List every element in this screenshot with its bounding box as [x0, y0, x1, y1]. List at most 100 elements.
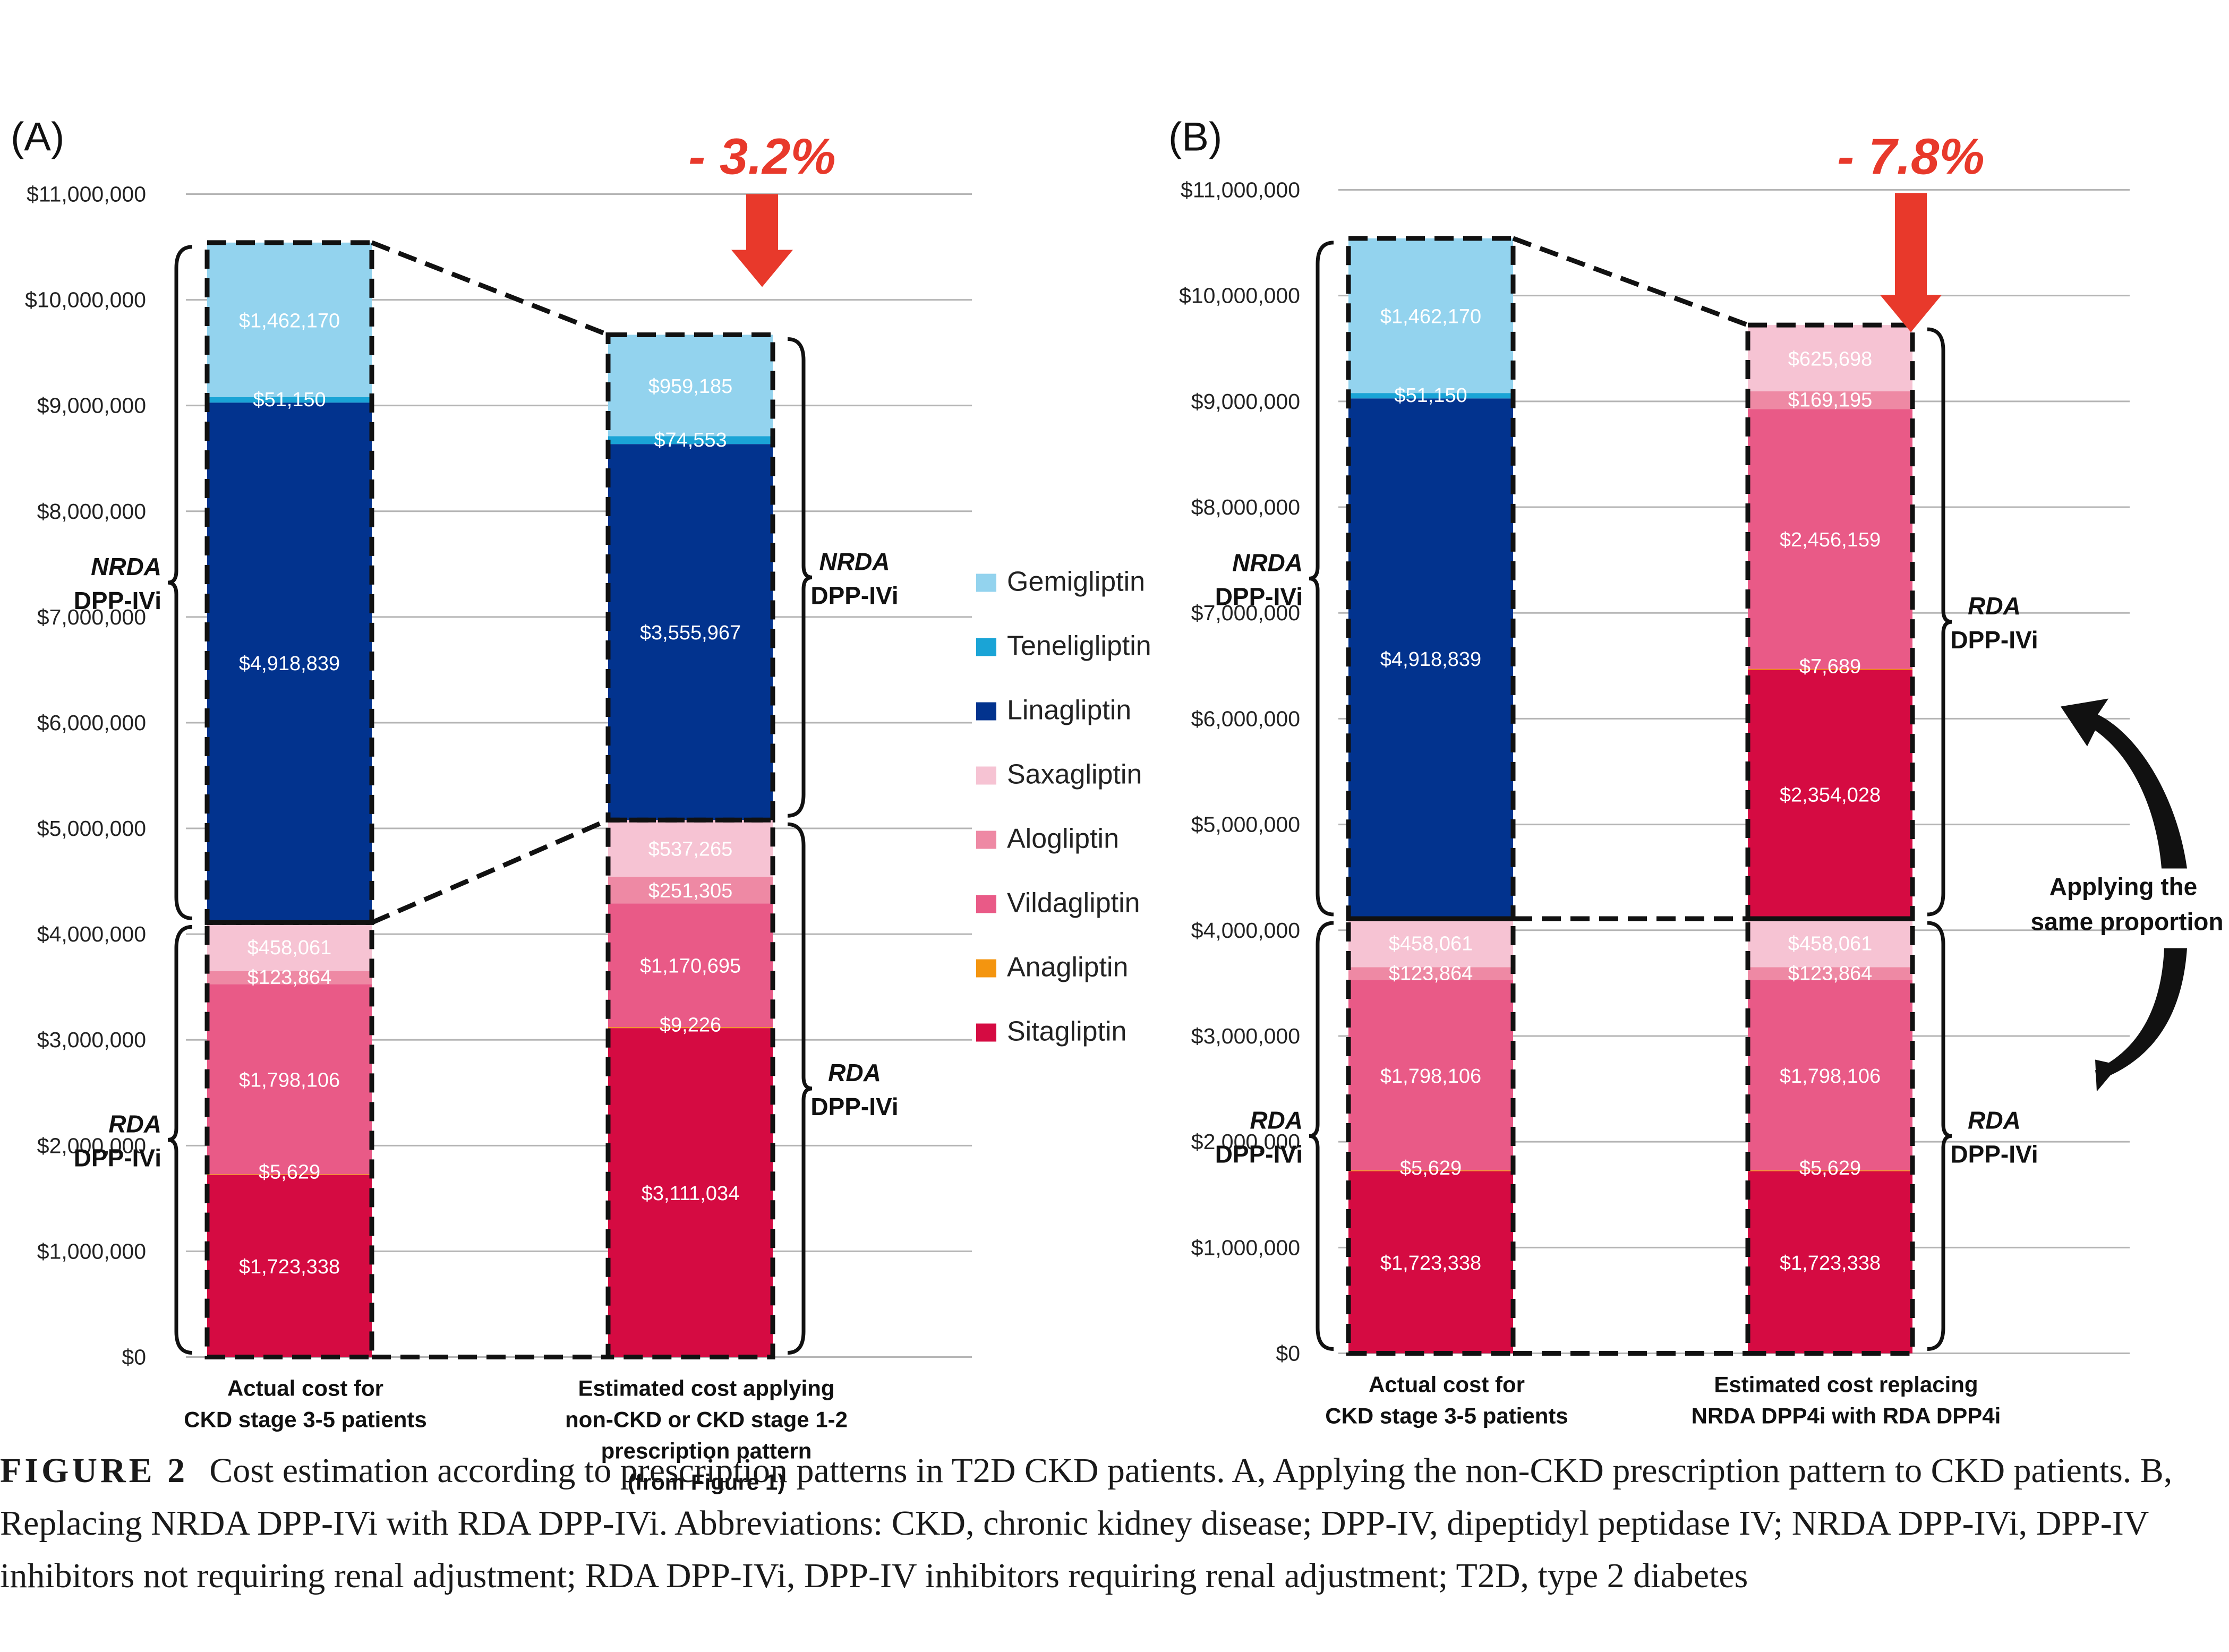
data-label: $5,629 [1799, 1157, 1861, 1179]
legend-label: Sitagliptin [1007, 1016, 1126, 1047]
y-tick-label: $3,000,000 [1191, 1024, 1300, 1048]
legend-swatch-gemigliptin [976, 574, 996, 592]
data-label: $5,629 [259, 1161, 320, 1183]
group-outline [1745, 916, 1915, 1356]
data-label: $169,195 [1788, 389, 1873, 412]
y-tick-label: $7,000,000 [37, 605, 146, 629]
y-tick-label: $1,000,000 [37, 1239, 146, 1263]
group-outline [1745, 322, 1915, 921]
y-tick-label: $8,000,000 [1191, 495, 1300, 519]
data-label: $1,798,106 [1380, 1065, 1481, 1088]
data-label: $51,150 [1394, 384, 1467, 407]
data-label: $1,462,170 [239, 310, 340, 332]
data-label: $74,553 [654, 429, 727, 451]
bar-segment-alogliptin [1748, 391, 1912, 409]
category-label: non-CKD or CKD stage 1-2 [565, 1407, 848, 1432]
group-outline [204, 240, 374, 925]
bar-segment-vildagliptin [1748, 409, 1912, 669]
connector-line [371, 818, 609, 925]
legend-swatch-anagliptin [976, 959, 996, 978]
figure-caption: FIGURE 2 Cost estimation according to pre… [0, 1444, 2229, 1646]
curved-arrow-down [2095, 948, 2187, 1081]
data-label: $7,689 [1799, 656, 1861, 678]
group-label-class: DPP-IVi [74, 1144, 161, 1171]
data-label: $1,798,106 [1780, 1065, 1881, 1088]
category-label: Actual cost for [1369, 1372, 1525, 1397]
data-label: $1,723,338 [1380, 1252, 1481, 1274]
data-label: $1,462,170 [1380, 306, 1481, 328]
bar-segment-sitagliptin [608, 1028, 773, 1357]
category-label: CKD stage 3-5 patients [1325, 1403, 1568, 1428]
legend-label: Linagliptin [1007, 695, 1131, 726]
group-outline [605, 332, 775, 823]
curved-arrow-up [2061, 698, 2187, 869]
group-label-type: RDA [1968, 592, 2021, 620]
bar-segment-alogliptin [1748, 967, 1912, 980]
group-outline [605, 817, 775, 1359]
y-tick-label: $11,000,000 [1181, 178, 1300, 202]
category-label: prescription pattern [601, 1439, 812, 1463]
reduction-arrow [731, 194, 793, 287]
group-brace [787, 822, 813, 1355]
group-label-class: DPP-IVi [1950, 626, 2038, 654]
y-tick-label: $3,000,000 [37, 1028, 146, 1052]
data-label: $458,061 [247, 937, 332, 959]
data-label: $123,864 [1389, 963, 1473, 985]
bar-segment-gemigliptin [207, 242, 372, 397]
y-tick-label: $9,000,000 [37, 393, 146, 418]
group-brace [1927, 327, 1952, 917]
category-label: NRDA DPP4i with RDA DPP4i [1692, 1403, 2001, 1428]
legend-label: Vildagliptin [1007, 888, 1140, 919]
data-label: $2,456,159 [1780, 529, 1881, 551]
y-tick-label: $6,000,000 [37, 711, 146, 735]
group-brace [167, 925, 193, 1355]
curved-arrow-head [2095, 1059, 2119, 1092]
data-label: $458,061 [1389, 933, 1473, 955]
panel-a-chart: (A) $0 $1,000,000 $2,000,000 $3,000,000 $4,00… [11, 115, 972, 1495]
percent-change-label: - 3.2% [688, 129, 835, 185]
bar-segment-gemigliptin [1348, 238, 1513, 393]
bar-segment-alogliptin [207, 971, 372, 985]
group-outline [204, 920, 374, 1360]
data-label: $51,150 [253, 389, 326, 411]
group-brace [787, 337, 813, 818]
legend-label: Gemigliptin [1007, 567, 1145, 597]
data-label: $251,305 [648, 880, 733, 902]
y-tick-label: $9,000,000 [1191, 389, 1300, 414]
legend-label: Anagliptin [1007, 952, 1128, 983]
data-label: $537,265 [648, 838, 733, 861]
group-label-type: NRDA [819, 547, 890, 575]
bar-segment-anagliptin [1748, 669, 1912, 670]
y-tick-label: $11,000,000 [27, 182, 146, 207]
data-label: $3,555,967 [640, 622, 741, 644]
legend-swatch-sitagliptin [976, 1023, 996, 1042]
group-label-class: DPP-IVi [810, 581, 898, 609]
panel-label: (A) [11, 115, 64, 160]
bar-segment-saxagliptin [608, 820, 773, 877]
data-label: $625,698 [1788, 348, 1873, 370]
data-label: $1,723,338 [239, 1256, 340, 1278]
bar-segment-alogliptin [608, 877, 773, 904]
y-tick-label: $10,000,000 [25, 288, 146, 312]
data-label: $3,111,034 [642, 1183, 740, 1205]
bar-segment-linagliptin [608, 444, 773, 820]
bar-segment-anagliptin [608, 1027, 773, 1029]
group-label-class: DPP-IVi [1215, 583, 1303, 610]
annotation-line: same proportion [2031, 908, 2224, 936]
y-tick-label: $0 [1276, 1341, 1300, 1366]
group-brace [1309, 241, 1334, 917]
caption-text: Cost estimation according to prescriptio… [0, 1451, 2173, 1595]
bar-segment-teneligliptin [608, 436, 773, 444]
bar-segment-gemigliptin [608, 335, 773, 436]
bar-segment-teneligliptin [207, 397, 372, 403]
panel-b-chart: (B) $0 $1,000,000 $2,000,000 $3,000,000 $4,00… [1168, 115, 2223, 1428]
legend-swatch-linagliptin [976, 702, 996, 721]
group-brace [1927, 921, 1952, 1351]
y-tick-label: $2,000,000 [37, 1133, 146, 1158]
y-tick-label: $8,000,000 [37, 499, 146, 524]
data-label: $4,918,839 [1380, 648, 1481, 671]
legend-label: Saxagliptin [1007, 759, 1142, 790]
group-brace [1309, 921, 1334, 1351]
bar-segment-vildagliptin [1348, 980, 1513, 1171]
